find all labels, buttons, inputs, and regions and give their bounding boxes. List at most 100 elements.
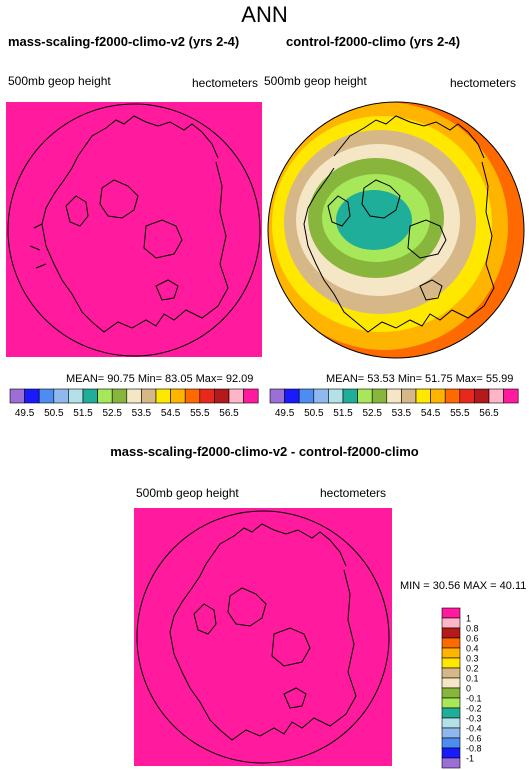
colorbar-right-tick-label: 54.5 <box>421 408 441 419</box>
colorbar-right-swatch <box>284 388 300 404</box>
colorbar-right-swatch <box>459 388 475 404</box>
colorbar-difference-tick-label: 0.8 <box>466 624 479 634</box>
difference-units: hectometers <box>320 486 387 500</box>
colorbar-left-swatch <box>53 388 69 404</box>
colorbar-left-tick-label: 55.5 <box>190 408 210 419</box>
colorbar-right-swatch <box>415 388 431 404</box>
colorbar-difference-swatch <box>441 707 461 719</box>
colorbar-right-swatch <box>298 388 315 404</box>
colorbar-left-ticks: 49.5 50.5 51.5 52.5 53.5 54.5 55.5 56.5 <box>15 408 239 419</box>
panel-left-variable: 500mb geop height <box>8 74 111 88</box>
colorbar-difference-swatch <box>441 687 461 699</box>
colorbar-left-swatch <box>111 388 128 404</box>
colorbar-right-swatches <box>269 388 519 404</box>
colorbar-difference-tick-label: 0.1 <box>466 674 479 684</box>
colorbar-difference-tick-label: 0 <box>466 684 471 694</box>
colorbar-left-tick-label: 50.5 <box>44 408 64 419</box>
colorbar-right-swatch <box>357 388 373 404</box>
colorbar-difference-swatch <box>441 657 461 669</box>
colorbar-difference-tick-label: -0.6 <box>466 734 482 744</box>
difference-title: mass-scaling-f2000-climo-v2 - control-f2… <box>110 444 419 459</box>
colorbar-left-swatch <box>126 388 142 404</box>
colorbar-right-tick-label: 52.5 <box>362 408 382 419</box>
colorbar-difference-swatch <box>441 607 461 619</box>
colorbar-difference-ticks: 10.80.60.40.30.20.10-0.1-0.2-0.3-0.4-0.6… <box>466 614 482 764</box>
map-left-fill <box>6 102 262 357</box>
colorbar-right-tick-label: 49.5 <box>275 408 295 419</box>
colorbar-difference-swatch <box>441 637 461 649</box>
colorbar-right-swatch <box>474 388 490 404</box>
colorbar-difference-swatches <box>441 607 461 769</box>
colorbar-left-swatch <box>184 388 201 404</box>
panel-right-title: control-f2000-climo (yrs 2-4) <box>286 34 461 49</box>
colorbar-right-swatch <box>269 388 285 404</box>
colorbar-difference-swatch <box>441 697 461 709</box>
colorbar-left-swatch <box>38 388 55 404</box>
colorbar-left-swatch <box>170 388 186 404</box>
colorbar-left-tick-label: 54.5 <box>161 408 181 419</box>
colorbar-right-swatch <box>371 388 388 404</box>
colorbar-difference-swatch <box>441 747 461 759</box>
colorbar-difference-swatch <box>441 667 461 679</box>
map-difference-fill <box>134 508 392 766</box>
colorbar-right-swatch <box>503 388 519 404</box>
map-difference-boundary <box>136 510 390 764</box>
colorbar-difference-swatch <box>441 717 461 729</box>
colorbar-right-swatch <box>430 388 446 404</box>
colorbar-difference: 10.80.60.40.30.20.10-0.1-0.2-0.3-0.4-0.6… <box>441 607 482 769</box>
colorbar-right-tick-label: 56.5 <box>479 408 499 419</box>
colorbar-difference-swatch <box>441 617 461 629</box>
colorbar-difference-swatch <box>441 727 461 739</box>
colorbar-right: 49.5 50.5 51.5 52.5 53.5 54.5 55.5 56.5 <box>269 388 519 419</box>
colorbar-left-swatch <box>141 388 157 404</box>
colorbar-right-tick-label: 51.5 <box>333 408 353 419</box>
colorbar-right-tick-label: 55.5 <box>450 408 470 419</box>
colorbar-left: 49.5 50.5 51.5 52.5 53.5 54.5 55.5 56.5 <box>9 388 259 419</box>
map-right-contours <box>268 102 524 358</box>
colorbar-difference-tick-label: 0.6 <box>466 634 479 644</box>
colorbar-difference-swatch <box>441 677 461 689</box>
panel-right-units: hectometers <box>450 76 517 90</box>
colorbar-left-tick-label: 49.5 <box>15 408 35 419</box>
colorbar-left-tick-label: 52.5 <box>102 408 122 419</box>
colorbar-left-swatch <box>199 388 215 404</box>
colorbar-left-swatch <box>24 388 40 404</box>
panel-left-title: mass-scaling-f2000-climo-v2 (yrs 2-4) <box>8 34 240 49</box>
map-difference-coastlines <box>169 523 357 741</box>
colorbar-right-swatch <box>328 388 344 404</box>
colorbar-left-tick-label: 51.5 <box>73 408 93 419</box>
map-left-coastlines <box>29 115 229 333</box>
colorbar-right-tick-label: 50.5 <box>304 408 324 419</box>
figure-title: ANN <box>241 2 288 27</box>
colorbar-left-swatch <box>214 388 230 404</box>
colorbar-difference-tick-label: -1 <box>466 754 474 764</box>
colorbar-left-swatches <box>9 388 259 404</box>
difference-variable: 500mb geop height <box>136 486 239 500</box>
map-right-boundary <box>267 101 525 359</box>
colorbar-right-swatch <box>444 388 461 404</box>
colorbar-left-swatch <box>155 388 171 404</box>
colorbar-difference-tick-label: 0.3 <box>466 654 479 664</box>
colorbar-difference-tick-label: -0.1 <box>466 694 482 704</box>
colorbar-right-tick-label: 53.5 <box>392 408 412 419</box>
colorbar-difference-swatch <box>441 627 461 639</box>
colorbar-difference-tick-label: -0.2 <box>466 704 482 714</box>
colorbar-left-tick-label: 56.5 <box>219 408 239 419</box>
colorbar-right-swatch <box>342 388 358 404</box>
map-right-coastlines <box>303 115 495 333</box>
colorbar-difference-tick-label: 0.4 <box>466 644 479 654</box>
colorbar-right-swatch <box>401 388 417 404</box>
colorbar-left-swatch <box>68 388 84 404</box>
colorbar-right-swatch <box>386 388 402 404</box>
panel-right-variable: 500mb geop height <box>264 74 367 88</box>
colorbar-difference-swatch <box>441 647 461 659</box>
panel-left-units: hectometers <box>192 76 259 90</box>
colorbar-right-swatch <box>488 388 504 404</box>
colorbar-left-tick-label: 53.5 <box>132 408 152 419</box>
colorbar-difference-tick-label: -0.4 <box>466 724 482 734</box>
map-panel-right <box>267 101 525 359</box>
colorbar-right-swatch <box>313 388 329 404</box>
colorbar-right-ticks: 49.5 50.5 51.5 52.5 53.5 54.5 55.5 56.5 <box>275 408 499 419</box>
colorbar-difference-tick-label: 0.2 <box>466 664 479 674</box>
panel-left-stats: MEAN= 90.75 Min= 83.05 Max= 92.09 <box>66 373 254 385</box>
